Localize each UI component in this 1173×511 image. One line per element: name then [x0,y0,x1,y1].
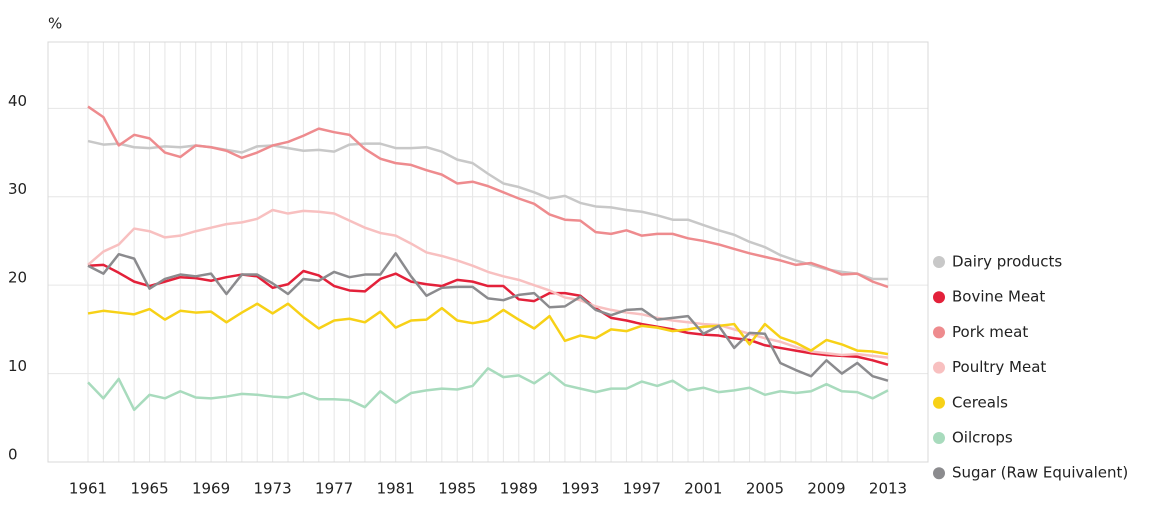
x-tick-label: 2009 [807,480,845,498]
series-line [87,302,889,356]
legend-swatch [933,256,945,268]
legend-swatch [933,326,945,339]
legend-label: Dairy products [952,253,1062,271]
x-tick-label: 1993 [561,480,599,498]
x-tick-label: 1977 [315,480,353,498]
legend-label: Sugar (Raw Equivalent) [952,464,1128,482]
legend-swatch [933,467,945,480]
y-tick-label: 40 [8,92,27,110]
legend-swatch [933,432,945,444]
legend-label: Cereals [952,393,1008,411]
x-tick-label: 2013 [869,480,907,498]
series-line [87,105,889,289]
series-line [87,263,889,366]
y-tick-label: 10 [8,357,27,375]
legend-label: Pork meat [952,323,1028,341]
series-line [87,208,889,359]
plot-frame [47,41,929,463]
x-tick-label: 1985 [438,480,476,498]
legend-label: Poultry Meat [952,358,1046,376]
legend-swatch [933,361,945,374]
legend-swatch [933,396,945,409]
y-axis-label: % [48,15,62,33]
y-tick-label: 0 [8,446,18,464]
series-line [87,367,889,412]
x-tick-label: 2001 [684,480,722,498]
legend-label: Oilcrops [952,429,1013,447]
series-line [87,252,889,382]
y-tick-label: 30 [8,180,27,198]
x-tick-label: 1965 [130,480,168,498]
legend-label: Bovine Meat [952,288,1045,306]
x-tick-label: 1973 [254,480,292,498]
x-tick-label: 2005 [746,480,784,498]
x-tick-label: 1981 [377,480,415,498]
y-tick-label: 20 [8,269,27,287]
x-tick-label: 1989 [500,480,538,498]
x-tick-label: 1969 [192,480,230,498]
x-tick-label: 1961 [69,480,107,498]
legend-swatch [933,291,945,304]
x-tick-label: 1997 [623,480,661,498]
